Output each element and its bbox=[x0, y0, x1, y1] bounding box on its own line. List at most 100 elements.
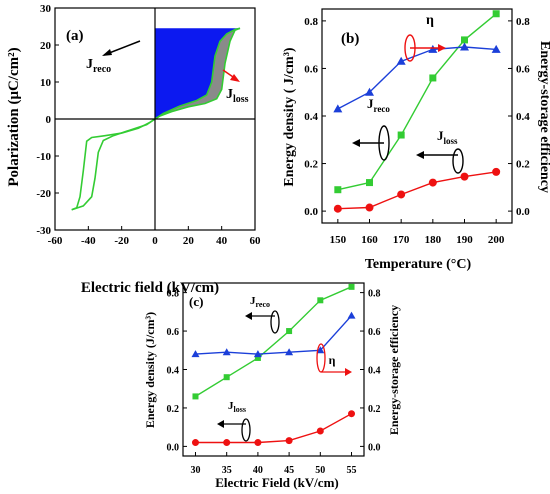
panel-c-jloss-marker bbox=[316, 427, 324, 435]
panel-a-ylabel: Polarization (μC/cm²) bbox=[6, 47, 22, 186]
panel-b-jloss-marker bbox=[460, 172, 469, 181]
panel-b-jreco-marker bbox=[492, 10, 500, 18]
panel-b-jloss-label: Jloss bbox=[437, 128, 458, 146]
panel-b-jreco-line bbox=[337, 13, 497, 191]
panel-c-y2tick-label: 0.8 bbox=[368, 289, 381, 300]
panel-b-efficiency-marker bbox=[491, 44, 501, 53]
panel-b-xtick-label: 180 bbox=[425, 234, 442, 246]
panel-b-y2tick-label: 0.8 bbox=[516, 16, 530, 28]
panel-b-ytick-label: 0.2 bbox=[304, 159, 318, 171]
panel-b-xlabel: Temperature (°C) bbox=[365, 257, 472, 272]
panel-c-y2tick-label: 0.4 bbox=[368, 366, 381, 377]
panel-c-efficiency-line bbox=[195, 315, 353, 355]
panel-b-xtick-label: 170 bbox=[393, 234, 410, 246]
panel-c-jreco-marker bbox=[317, 297, 324, 304]
panel-b-ytick-label: 0.6 bbox=[304, 63, 318, 75]
panel-b-efficiency-marker bbox=[428, 44, 438, 53]
panel-c-ytick-label: 0.0 bbox=[167, 442, 180, 453]
panel-b-jloss-marker bbox=[333, 204, 342, 213]
panel-c-xtick-label: 30 bbox=[190, 465, 200, 476]
panel-c-jreco-ellipse bbox=[270, 310, 280, 334]
panel-b-y2tick-label: 0.2 bbox=[516, 159, 530, 171]
panel-c-ytick-label: 0.4 bbox=[167, 366, 180, 377]
panel-a-ytick-label: 0 bbox=[46, 114, 52, 126]
panel-b-y2tick-label: 0.0 bbox=[516, 206, 530, 218]
panel-b-jreco-arrowhead bbox=[352, 139, 360, 147]
panel-c-y2tick-label: 0.0 bbox=[368, 442, 381, 453]
panel-c-ytick-label: 0.8 bbox=[167, 289, 180, 300]
panel-a-ytick-label: 10 bbox=[40, 77, 52, 89]
panel-c-ylabel: Energy density (J/cm³) bbox=[143, 312, 157, 428]
panel-c-eta-label: η bbox=[329, 353, 336, 367]
panel-c-jloss-ellipse bbox=[241, 418, 251, 442]
panel-c-jloss-marker bbox=[285, 437, 293, 445]
panel-c-xtick-label: 35 bbox=[222, 465, 232, 476]
panel-b-jloss-marker bbox=[365, 203, 374, 212]
panel-c-jloss-line bbox=[195, 413, 352, 444]
panel-c-jloss-marker bbox=[348, 410, 356, 418]
panel-c-efficiency-marker bbox=[316, 346, 325, 354]
panel-b-jreco-label: Jreco bbox=[367, 96, 390, 114]
panel-c-xtick-label: 50 bbox=[315, 465, 325, 476]
panel-c-jreco-line bbox=[195, 286, 352, 397]
panel-c-xtick-label: 55 bbox=[347, 465, 357, 476]
hysteresis-loop-lower bbox=[71, 27, 241, 211]
panel-c-jreco-marker bbox=[223, 374, 230, 381]
panel-b-ylabel: Energy density ( J/cm³) bbox=[282, 47, 297, 186]
panel-c-jloss-marker bbox=[191, 439, 199, 447]
panel-b-y2tick-label: 0.4 bbox=[516, 111, 530, 123]
panel-c-label: (c) bbox=[189, 294, 203, 309]
panel-c-jreco-arrowhead bbox=[245, 312, 252, 320]
panel-c-efficiency-marker bbox=[191, 350, 200, 358]
panel-c-jloss-marker bbox=[254, 439, 262, 447]
panel-c-y2label: Energy-storage efficiency bbox=[387, 305, 401, 435]
panel-c-jloss-arrowhead bbox=[217, 420, 224, 428]
jloss-area bbox=[155, 28, 240, 119]
panel-a-label: (a) bbox=[66, 28, 84, 44]
panel-a-xtick-label: 20 bbox=[183, 235, 195, 247]
panel-a-xtick-label: 40 bbox=[216, 235, 228, 247]
panel-a-ytick-label: 20 bbox=[40, 40, 52, 52]
panel-c-jreco-marker bbox=[286, 328, 293, 335]
panel-c-efficiency-marker bbox=[285, 348, 294, 356]
panel-b-ytick-label: 0.8 bbox=[304, 16, 318, 28]
panel-b-efficiency-line bbox=[337, 46, 497, 110]
panel-c-y2tick-label: 0.2 bbox=[368, 404, 381, 415]
panel-b-jreco-marker bbox=[334, 186, 342, 194]
panel-c-jloss-marker bbox=[223, 439, 231, 447]
panel-c-frame bbox=[182, 282, 365, 457]
jreco-area bbox=[155, 28, 240, 119]
panel-a-ytick-label: 30 bbox=[40, 3, 52, 15]
panel-a-xtick-label: 0 bbox=[152, 235, 158, 247]
panel-c-jreco-marker bbox=[192, 393, 199, 400]
panel-b-jreco-marker bbox=[397, 131, 405, 139]
panel-b-label: (b) bbox=[341, 31, 359, 47]
panel-a-xtick-label: -20 bbox=[114, 235, 129, 247]
panel-b-xtick-label: 200 bbox=[488, 234, 505, 246]
panel-c-eta-arrowhead bbox=[345, 368, 352, 376]
panel-c-jreco-label: Jreco bbox=[250, 295, 270, 309]
panel-a-xlabel: Electric field (kV/cm) bbox=[81, 280, 219, 296]
panel-c-ytick-label: 0.2 bbox=[167, 404, 180, 415]
jreco-annotation: Jreco bbox=[86, 57, 111, 75]
panel-b-efficiency-marker bbox=[396, 56, 406, 65]
panel-c-xtick-label: 40 bbox=[253, 465, 263, 476]
panel-b-efficiency-marker bbox=[333, 104, 343, 113]
panel-c-efficiency-marker bbox=[253, 350, 262, 358]
panel-a-ytick-label: -20 bbox=[36, 188, 51, 200]
panel-b-jloss-marker bbox=[397, 190, 406, 199]
panel-b-jloss-ellipse bbox=[452, 148, 464, 174]
panel-b-jreco-marker bbox=[366, 179, 373, 187]
panel-b-xtick-label: 150 bbox=[330, 234, 347, 246]
panel-c-ytick-label: 0.6 bbox=[167, 327, 180, 338]
panel-a-xtick-label: -60 bbox=[48, 235, 63, 247]
panel-c-jreco-marker bbox=[348, 283, 355, 290]
panel-c-jreco-marker bbox=[254, 354, 261, 361]
jloss-arrowhead bbox=[230, 74, 240, 82]
jreco-arrowhead bbox=[102, 49, 112, 56]
panel-b-y2label: Energy-storage efficiency bbox=[537, 41, 550, 193]
panel-a-ytick-label: -10 bbox=[36, 151, 51, 163]
panel-b-xtick-label: 160 bbox=[361, 234, 378, 246]
panel-b-ytick-label: 0.0 bbox=[304, 206, 318, 218]
panel-b-xtick-label: 190 bbox=[456, 234, 473, 246]
